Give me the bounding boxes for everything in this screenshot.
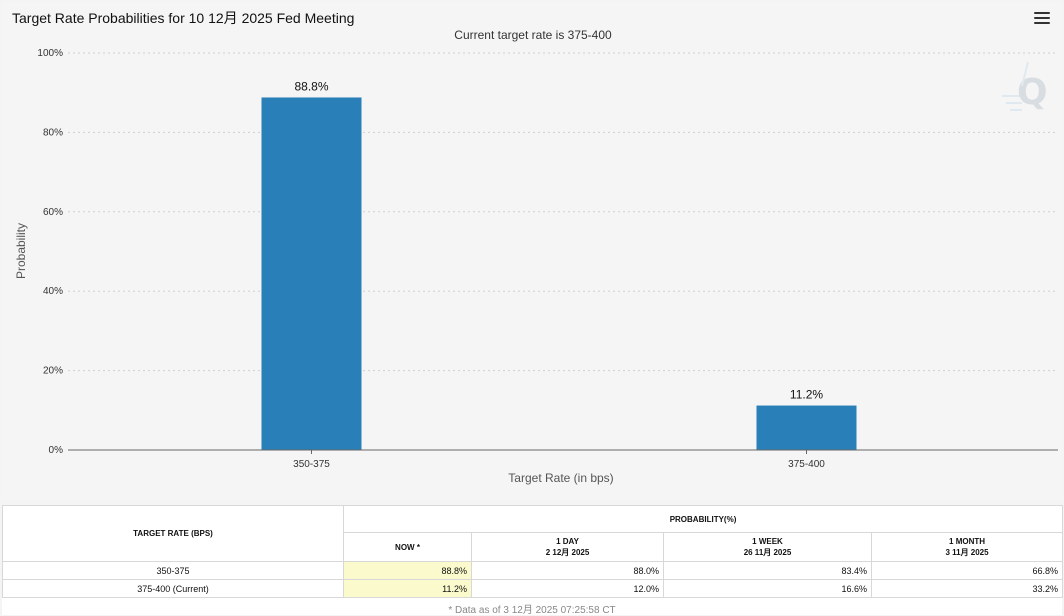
y-tick-label: 40% [43, 286, 63, 297]
chart-subtitle: Current target rate is 375-400 [454, 28, 612, 42]
x-tick-label: 350-375 [293, 459, 330, 470]
svg-text:Q: Q [1017, 72, 1048, 113]
y-tick-label: 100% [37, 48, 63, 59]
x-axis-title: Target Rate (in bps) [508, 471, 613, 485]
probability-cell: 88.0% [471, 561, 664, 580]
data-timestamp-footnote: * Data as of 3 12月 2025 07:25:58 CT [448, 605, 616, 616]
target-rate-cell: 375-400 (Current) [2, 579, 344, 598]
y-tick-label: 0% [49, 445, 64, 456]
table-row: 375-400 (Current) 11.2% 12.0% 16.6% 33.2% [2, 579, 1064, 598]
x-axis-ticks: 350-375 375-400 [293, 450, 825, 470]
period-header-3: 1 MONTH 3 11月 2025 [870, 532, 1064, 562]
y-axis-ticks: 0% 20% 40% 60% 80% 100% [37, 48, 63, 456]
period-label: 1 DAY [556, 537, 579, 546]
y-tick-label: 80% [43, 127, 63, 138]
probability-cell: 12.0% [471, 579, 664, 598]
bar-data-label: 88.8% [294, 79, 328, 93]
bar-data-label: 11.2% [790, 388, 823, 402]
chart-bars: 88.8% 11.2% [261, 79, 857, 451]
period-header-2: 1 WEEK 26 11月 2025 [663, 532, 872, 562]
y-tick-label: 60% [43, 207, 63, 218]
probability-table-panel: TARGET RATE (BPS) PROBABILITY(%) NOW * 1 … [2, 505, 1064, 616]
probability-cell: 16.6% [663, 579, 872, 598]
probability-cell: 11.2% [343, 579, 472, 598]
period-label: 1 MONTH [949, 537, 986, 546]
chart-panel: Current target rate is 375-400 0% 20% 40% 6… [2, 2, 1062, 500]
probability-cell: 88.8% [343, 561, 472, 580]
probability-cell: 33.2% [870, 579, 1064, 598]
probability-table: TARGET RATE (BPS) PROBABILITY(%) NOW * 1 … [2, 505, 1064, 598]
chart-grid [68, 52, 1058, 372]
period-date: 26 11月 2025 [743, 548, 792, 557]
period-date: 3 11月 2025 [945, 548, 989, 557]
target-rate-header: TARGET RATE (BPS) [2, 505, 344, 562]
hamburger-menu-icon[interactable] [1034, 12, 1050, 26]
chart-title: Target Rate Probabilities for 10 12月 202… [12, 10, 355, 26]
y-tick-label: 20% [43, 366, 63, 377]
bar-375-400[interactable] [756, 405, 857, 450]
bar-chart: Current target rate is 375-400 0% 20% 40% 6… [14, 28, 1058, 485]
x-tick-label: 375-400 [788, 459, 825, 470]
table-row: 350-375 88.8% 88.0% 83.4% 66.8% [2, 561, 1064, 580]
period-header-1: 1 DAY 2 12月 2025 [471, 532, 664, 562]
period-label: 1 WEEK [752, 537, 783, 546]
target-rate-cell: 350-375 [2, 561, 344, 580]
watermark-q-icon: Q [1002, 61, 1048, 113]
y-axis-title: Probability [14, 223, 28, 279]
table-body: 350-375 88.8% 88.0% 83.4% 66.8% 375-400 (Curr… [2, 561, 1064, 598]
probability-header: PROBABILITY(%) [342, 505, 1064, 533]
probability-cell: 66.8% [870, 561, 1064, 580]
period-date: 2 12月 2025 [545, 548, 590, 557]
period-label: NOW * [395, 542, 420, 552]
probability-cell: 83.4% [663, 561, 872, 580]
bar-350-375[interactable] [261, 97, 362, 451]
period-header-0: NOW * [343, 532, 472, 562]
